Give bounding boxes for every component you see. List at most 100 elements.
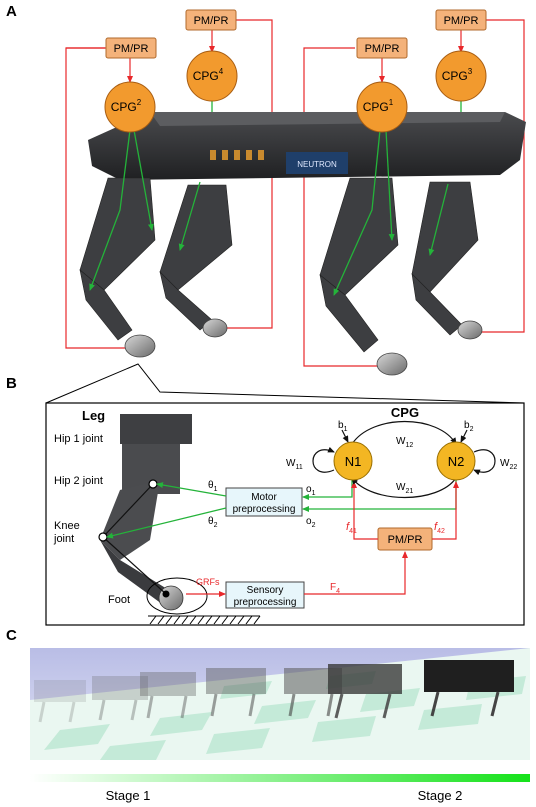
theta1-label: θ1: [208, 480, 218, 493]
cpg3-node: [435, 50, 487, 102]
sensory-label-line2: preprocessing: [234, 597, 297, 608]
knee-label-line2: joint: [53, 533, 74, 545]
neuron-n2: [436, 441, 476, 481]
sensory-label-line1: Sensory: [247, 585, 284, 596]
robot-frame-2: [92, 676, 148, 700]
leg-rear-right-upper: [411, 181, 479, 293]
foot-rear-left: [202, 318, 228, 338]
cpg-title: CPG: [391, 405, 419, 420]
pmpr-box-cpg1: [356, 37, 408, 59]
leg-front-right-upper: [319, 177, 399, 296]
n2-label: N2: [448, 454, 465, 469]
pmpr-box-cpg4: [185, 9, 237, 31]
robot-torso: [88, 112, 526, 180]
leg-rear-right-lower: [411, 273, 463, 336]
w11-self-loop: [312, 446, 335, 473]
leg-link-1: [102, 483, 154, 538]
theta2-label: θ2: [208, 516, 218, 529]
w12-connection: [351, 420, 457, 445]
vent-4: [246, 150, 252, 160]
hip2-label: Hip 2 joint: [54, 475, 103, 487]
cpg3-out-a: [428, 183, 449, 256]
cpg4-node: [186, 50, 238, 102]
logo-plate: [286, 152, 348, 174]
robot-quadruped: NEUTRON: [79, 112, 526, 376]
cpg1-label: CPG1: [363, 98, 394, 114]
cpg2-out-a: [89, 129, 131, 291]
legs-a: [79, 177, 479, 353]
motor-label-line1: Motor: [251, 492, 277, 503]
neuron-n1: [333, 441, 373, 481]
w11-label: W11: [286, 458, 303, 471]
sensory-preprocessing-box: [225, 581, 305, 609]
cpg2-node: [104, 81, 156, 133]
b2-bias-arrow: [460, 429, 468, 443]
vent-5: [258, 150, 264, 160]
cpg-nodes-a: CPG2 CPG4 CPG1 CPG3: [104, 50, 487, 133]
foot-label: Foot: [108, 594, 130, 606]
cpg1-node: [356, 81, 408, 133]
w12-label: W12: [396, 436, 413, 449]
stage2-label: Stage 2: [418, 788, 463, 803]
hip1-block: [120, 414, 192, 444]
pmpr-box-cpg3: [435, 9, 487, 31]
ground-hatch: [148, 615, 261, 625]
leg-title: Leg: [82, 408, 105, 423]
foot-front-right: [376, 352, 408, 376]
leg-rear-left-upper: [159, 184, 233, 291]
motor-preprocessing-box: [225, 487, 303, 517]
foot-sphere: [158, 585, 184, 611]
n1-label: N1: [345, 454, 362, 469]
b1-bias-arrow: [341, 429, 349, 443]
f41-label: f41: [346, 521, 357, 535]
pmpr-box-cpg2: [105, 37, 157, 59]
panel-c: C: [6, 627, 530, 803]
cpg1-out-a: [333, 129, 381, 296]
robot-frame-6: [328, 664, 402, 694]
b2-label: b2: [464, 420, 474, 433]
foot-contact-marker: [162, 590, 170, 598]
w22-label: W22: [500, 458, 517, 471]
cpg4-label: CPG4: [193, 67, 224, 83]
f4-label: F4: [330, 582, 340, 595]
leg-link-2: [102, 536, 167, 595]
vent-3: [234, 150, 240, 160]
robot-frame-1: [34, 680, 86, 702]
robot-frame-3: [140, 672, 196, 696]
motor-to-hip: [156, 482, 227, 497]
foot-front-left: [124, 334, 156, 358]
hip1-label: Hip 1 joint: [54, 433, 103, 445]
knee-joint-marker: [98, 532, 108, 542]
sensory-to-pmpr: [304, 551, 408, 595]
o2-label: o2: [306, 516, 316, 529]
loop-right-outer: [303, 47, 388, 367]
robot-top-plate: [150, 112, 505, 126]
vent-2: [222, 150, 228, 160]
grfs-label: GRFs: [196, 577, 220, 587]
panel-a: A NEUTRON: [6, 3, 526, 376]
panel-c-label: C: [6, 627, 17, 644]
panel-a-label: A: [6, 3, 17, 20]
stage1-label: Stage 1: [106, 788, 151, 803]
loop-rear-right: [472, 19, 525, 333]
cpg2-out-b: [133, 129, 154, 231]
cpg2-label: CPG2: [111, 98, 142, 114]
robot-frame-4: [206, 668, 266, 694]
panel-b-label: B: [6, 375, 17, 392]
pmpr-label-cpg3: PM/PR: [444, 15, 479, 27]
pmpr-label-cpg4: PM/PR: [194, 15, 229, 27]
leg-front-left-upper: [79, 177, 156, 291]
thigh-segment: [100, 480, 160, 560]
pmpr-to-n1: [351, 481, 378, 540]
pmpr-to-n2: [432, 481, 459, 540]
shank-segment: [100, 540, 172, 604]
motor-label-line2: preprocessing: [233, 504, 296, 515]
hip-joint-marker: [148, 479, 158, 489]
f42-label: f42: [434, 521, 445, 535]
robot-frame-7: [424, 660, 514, 692]
cpg1-out-b: [385, 129, 395, 241]
pmpr-label-cpg1: PM/PR: [365, 43, 400, 55]
pmpr-label-cpg2: PM/PR: [114, 43, 149, 55]
foot-rear-right: [457, 320, 483, 340]
